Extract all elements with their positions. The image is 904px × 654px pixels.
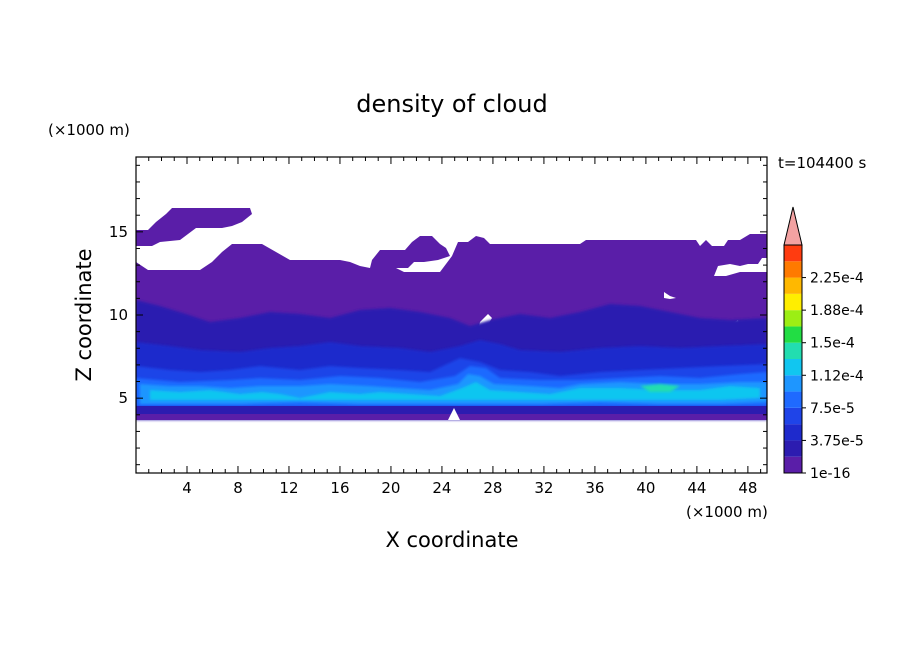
x-tick-label: 4 bbox=[182, 479, 192, 497]
x-axis: 4 8 12 16 20 24 28 32 36 40 44 48 bbox=[135, 157, 762, 497]
x-tick-label: 48 bbox=[738, 479, 757, 497]
colorbar-label: 1.5e-4 bbox=[810, 336, 855, 352]
y-tick-label: 5 bbox=[118, 389, 128, 407]
x-tick-label: 32 bbox=[534, 479, 553, 497]
x-tick-label: 44 bbox=[687, 479, 706, 497]
colorbar-swatch bbox=[784, 326, 802, 343]
colorbar-label: 7.5e-5 bbox=[810, 401, 855, 417]
colorbar-label: 2.25e-4 bbox=[810, 271, 864, 287]
x-tick-label: 16 bbox=[330, 479, 349, 497]
colorbar-label: 1.88e-4 bbox=[810, 303, 864, 319]
y-tick-label: 15 bbox=[109, 223, 128, 241]
hole-right bbox=[664, 292, 676, 299]
colorbar-swatch bbox=[784, 293, 802, 311]
colorbar-swatch bbox=[784, 342, 802, 359]
time-label: t=104400 s bbox=[778, 154, 866, 172]
x-tick-label: 12 bbox=[279, 479, 298, 497]
x-tick-label: 36 bbox=[585, 479, 604, 497]
colorbar-swatch bbox=[784, 261, 802, 278]
colorbar-swatch bbox=[784, 456, 802, 473]
x-tick-label: 20 bbox=[381, 479, 400, 497]
y-axis-label: Z coordinate bbox=[72, 248, 96, 381]
chart-title: density of cloud bbox=[356, 90, 547, 118]
colorbar-swatch bbox=[784, 245, 802, 262]
colorbar-label: 3.75e-5 bbox=[810, 433, 864, 449]
x-tick-label: 8 bbox=[233, 479, 243, 497]
y-unit-label: (×1000 m) bbox=[48, 121, 130, 139]
x-axis-label: X coordinate bbox=[385, 528, 518, 552]
cyan-core bbox=[150, 382, 760, 400]
colorbar-swatch bbox=[784, 407, 802, 425]
colorbar-swatch bbox=[784, 359, 802, 376]
colorbar-swatch bbox=[784, 277, 802, 294]
colorbar-swatch bbox=[784, 375, 802, 392]
x-tick-label: 28 bbox=[483, 479, 502, 497]
colorbar: 1e-16 3.75e-5 7.5e-5 1.12e-4 1.5e-4 1.88e-4 2.… bbox=[783, 206, 864, 482]
teal-spot bbox=[640, 384, 680, 392]
y-axis: 5 10 15 bbox=[109, 164, 767, 466]
colorbar-label: 1.12e-4 bbox=[810, 368, 864, 384]
colorbar-swatch bbox=[784, 310, 802, 327]
x-unit-label: (×1000 m) bbox=[686, 503, 768, 521]
y-tick-label: 10 bbox=[109, 306, 128, 324]
colorbar-swatch bbox=[784, 424, 802, 441]
colorbar-label: 1e-16 bbox=[810, 466, 850, 482]
x-tick-label: 40 bbox=[636, 479, 655, 497]
colorbar-frame bbox=[783, 244, 803, 474]
density-field bbox=[136, 208, 767, 420]
base-gap bbox=[448, 408, 460, 420]
colorbar-swatch bbox=[784, 391, 802, 408]
colorbar-swatch bbox=[784, 440, 802, 457]
x-tick-label: 24 bbox=[432, 479, 451, 497]
colorbar-extend-triangle bbox=[783, 206, 803, 246]
